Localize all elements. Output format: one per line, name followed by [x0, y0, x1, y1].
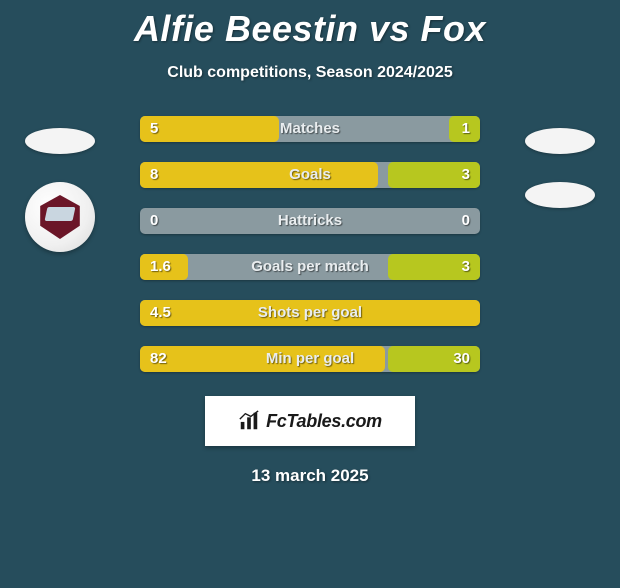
comparison-title: Alfie Beestin vs Fox: [0, 8, 620, 50]
metric-label: Goals per match: [251, 254, 369, 280]
bar-chart-icon: [238, 410, 260, 432]
fctables-logo: FcTables.com: [205, 396, 415, 446]
value-right: 3: [462, 162, 470, 188]
snapshot-date: 13 march 2025: [0, 466, 620, 486]
value-left: 8: [150, 162, 158, 188]
left-badges: [25, 128, 95, 252]
season-subtitle: Club competitions, Season 2024/2025: [0, 64, 620, 82]
bar-row: 82 30 Min per goal: [140, 346, 480, 372]
metric-label: Matches: [280, 116, 340, 142]
value-left: 4.5: [150, 300, 171, 326]
value-left: 1.6: [150, 254, 171, 280]
bar-row: 5 1 Matches: [140, 116, 480, 142]
metric-label: Goals: [289, 162, 331, 188]
value-left: 0: [150, 208, 158, 234]
value-left: 5: [150, 116, 158, 142]
bar-row: 0 0 Hattricks: [140, 208, 480, 234]
value-right: 1: [462, 116, 470, 142]
bar-row: 1.6 3 Goals per match: [140, 254, 480, 280]
comparison-bars: 5 1 Matches 8 3 Goals 0 0 Hattricks 1.6 3 Goals per…: [140, 116, 480, 372]
value-right: 30: [453, 346, 470, 372]
value-left: 82: [150, 346, 167, 372]
metric-label: Min per goal: [266, 346, 354, 372]
metric-label: Hattricks: [278, 208, 342, 234]
club-badge-placeholder: [525, 182, 595, 208]
right-badges: [525, 128, 595, 252]
bar-fill-left: [140, 116, 279, 142]
metric-label: Shots per goal: [258, 300, 362, 326]
value-right: 0: [462, 208, 470, 234]
club-badge-placeholder: [25, 128, 95, 154]
logo-text: FcTables.com: [266, 411, 382, 432]
bar-row: 4.5 Shots per goal: [140, 300, 480, 326]
bar-row: 8 3 Goals: [140, 162, 480, 188]
club-crest: [25, 182, 95, 252]
bar-fill-left: [140, 162, 378, 188]
value-right: 3: [462, 254, 470, 280]
club-badge-placeholder: [525, 128, 595, 154]
